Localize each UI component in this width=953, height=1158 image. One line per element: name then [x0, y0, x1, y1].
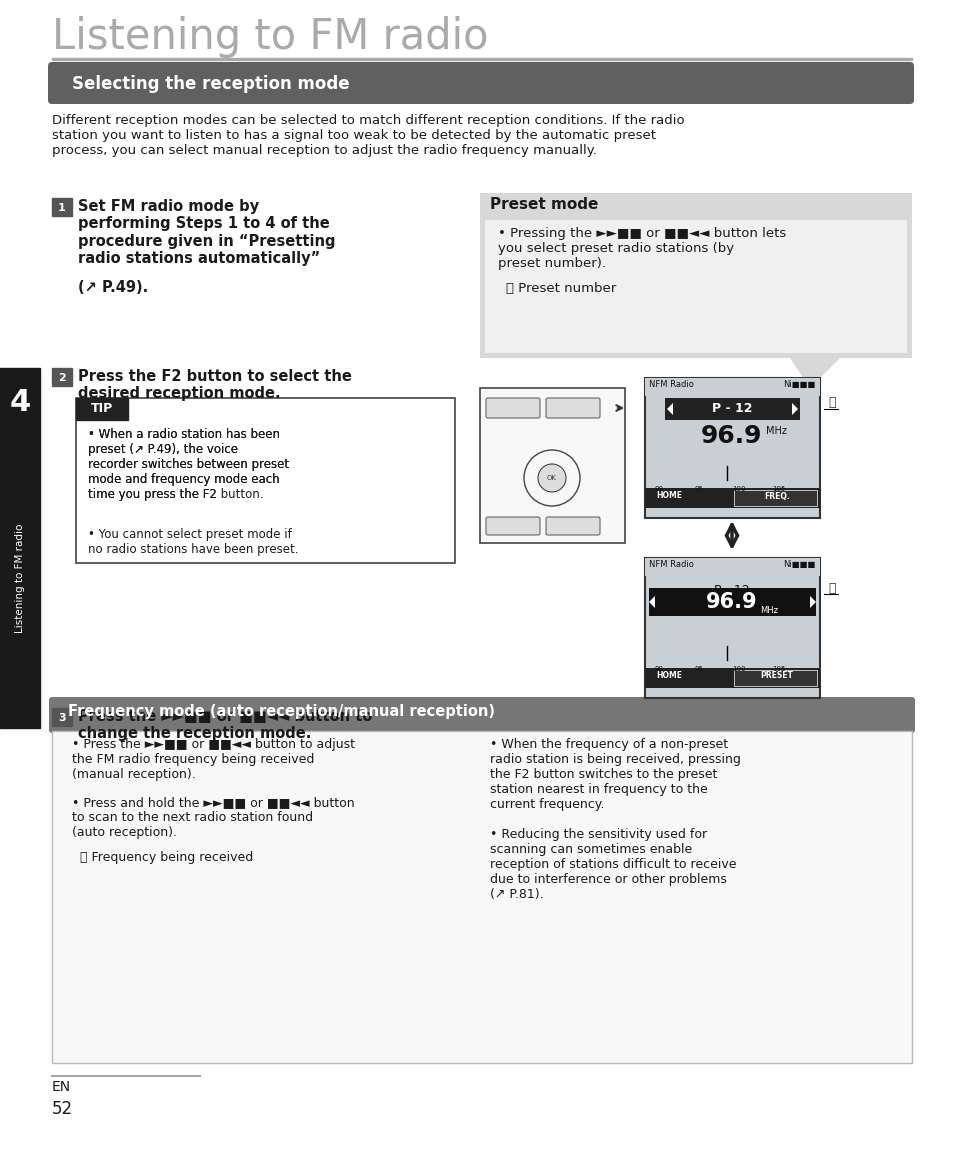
Text: 90: 90	[654, 666, 662, 672]
Text: Set FM radio mode by
performing Steps 1 to 4 of the
procedure given in “Presetti: Set FM radio mode by performing Steps 1 …	[78, 199, 335, 266]
Text: • Press and hold the ►►■■ or ■■◄◄ button
to scan to the next radio station found: • Press and hold the ►►■■ or ■■◄◄ button…	[71, 796, 355, 840]
Bar	[648, 646, 815, 666]
FancyBboxPatch shape	[48, 63, 913, 104]
Polygon shape	[882, 699, 911, 730]
Text: NFM Radio: NFM Radio	[648, 560, 693, 569]
Text: 96.9: 96.9	[700, 424, 762, 448]
Text: • When a radio station has been
preset (↗ P.49), the voice
recorder switches bet: • When a radio station has been preset (…	[88, 428, 289, 501]
Text: 105: 105	[772, 666, 785, 672]
Text: 95: 95	[694, 486, 702, 492]
Text: Ni■■■: Ni■■■	[782, 560, 815, 569]
Polygon shape	[666, 403, 672, 415]
Bar	[479, 388, 624, 543]
FancyBboxPatch shape	[49, 697, 914, 733]
Text: 95: 95	[694, 666, 702, 672]
Polygon shape	[809, 596, 815, 608]
Bar	[52, 731, 911, 1063]
Text: 105: 105	[772, 486, 785, 492]
Bar	[644, 558, 820, 576]
Text: Selecting the reception mode: Selecting the reception mode	[71, 75, 349, 93]
Circle shape	[537, 464, 565, 492]
Bar	[479, 193, 911, 358]
Bar	[52, 58, 911, 60]
Bar	[644, 378, 820, 396]
Text: TIP: TIP	[91, 403, 113, 416]
Text: 90: 90	[654, 486, 662, 492]
Text: • Press the ►►■■ or ■■◄◄ button to adjust
the FM radio frequency being received
: • Press the ►►■■ or ■■◄◄ button to adjus…	[71, 738, 355, 780]
Bar	[648, 466, 815, 486]
Bar	[648, 588, 815, 616]
Text: EN: EN	[52, 1080, 71, 1094]
Text: 2: 2	[58, 373, 66, 383]
Text: MHz: MHz	[760, 606, 778, 615]
Text: 52: 52	[52, 1100, 73, 1117]
Text: HOME: HOME	[656, 672, 681, 681]
Bar	[0, 368, 40, 728]
Bar	[52, 368, 71, 386]
Text: Preset mode: Preset mode	[490, 197, 598, 212]
Text: 4: 4	[10, 388, 30, 417]
Text: P - 12: P - 12	[711, 402, 752, 415]
Bar	[52, 198, 71, 217]
Text: Press the ►►■■ or ■■◄◄ button to
change the reception mode.: Press the ►►■■ or ■■◄◄ button to change …	[78, 709, 372, 741]
Bar	[733, 490, 816, 506]
Bar	[644, 488, 820, 508]
Text: • You cannot select preset mode if
no radio stations have been preset.: • You cannot select preset mode if no ra…	[88, 528, 298, 556]
FancyBboxPatch shape	[485, 398, 539, 418]
Text: 100: 100	[732, 486, 745, 492]
Text: FREQ.: FREQ.	[763, 491, 789, 500]
Text: ⓑ Frequency being received: ⓑ Frequency being received	[80, 851, 253, 864]
FancyBboxPatch shape	[545, 516, 599, 535]
Text: Frequency mode (auto reception/manual reception): Frequency mode (auto reception/manual re…	[68, 704, 495, 719]
Bar	[664, 398, 800, 420]
Bar	[76, 398, 128, 420]
Text: Listening to FM radio: Listening to FM radio	[15, 523, 25, 632]
Bar	[733, 670, 816, 686]
Text: 96.9: 96.9	[705, 592, 757, 611]
FancyBboxPatch shape	[545, 398, 599, 418]
Bar	[76, 398, 455, 563]
Text: MHz: MHz	[765, 426, 786, 437]
Polygon shape	[789, 358, 840, 388]
Text: • Reducing the sensitivity used for
scanning can sometimes enable
reception of s: • Reducing the sensitivity used for scan…	[490, 828, 736, 901]
Text: Listening to FM radio: Listening to FM radio	[52, 16, 488, 58]
Bar	[484, 220, 906, 353]
Text: PRESET: PRESET	[760, 672, 793, 681]
Text: • Pressing the ►►■■ or ■■◄◄ button lets
you select preset radio stations (by
pre: • Pressing the ►►■■ or ■■◄◄ button lets …	[497, 227, 785, 270]
Text: HOME: HOME	[656, 491, 681, 500]
Text: ⓐ: ⓐ	[827, 396, 835, 410]
Text: Press the F2 button to select the
desired reception mode.: Press the F2 button to select the desire…	[78, 369, 352, 402]
Text: 100: 100	[732, 666, 745, 672]
Bar	[644, 668, 820, 688]
Text: P - 12: P - 12	[714, 584, 749, 596]
Bar	[52, 708, 71, 726]
Text: Different reception modes can be selected to match different reception condition: Different reception modes can be selecte…	[52, 113, 684, 157]
Text: NFM Radio: NFM Radio	[648, 380, 693, 389]
Text: • When the frequency of a non-preset
radio station is being received, pressing
t: • When the frequency of a non-preset rad…	[490, 738, 740, 811]
Text: 1: 1	[58, 203, 66, 213]
FancyBboxPatch shape	[485, 516, 539, 535]
Text: (↗ P.49).: (↗ P.49).	[78, 280, 148, 295]
Bar	[644, 558, 820, 698]
Text: Ni■■■: Ni■■■	[782, 380, 815, 389]
Text: 3: 3	[58, 713, 66, 723]
Text: ⓑ: ⓑ	[827, 581, 835, 594]
Text: ⓐ Preset number: ⓐ Preset number	[505, 283, 616, 295]
Text: • When a radio station has been
preset (↗ P.49), the voice
recorder switches bet: • When a radio station has been preset (…	[88, 428, 289, 501]
Bar	[479, 193, 911, 219]
Polygon shape	[648, 596, 655, 608]
Polygon shape	[791, 403, 797, 415]
Bar	[644, 378, 820, 518]
Text: OK: OK	[546, 475, 557, 481]
